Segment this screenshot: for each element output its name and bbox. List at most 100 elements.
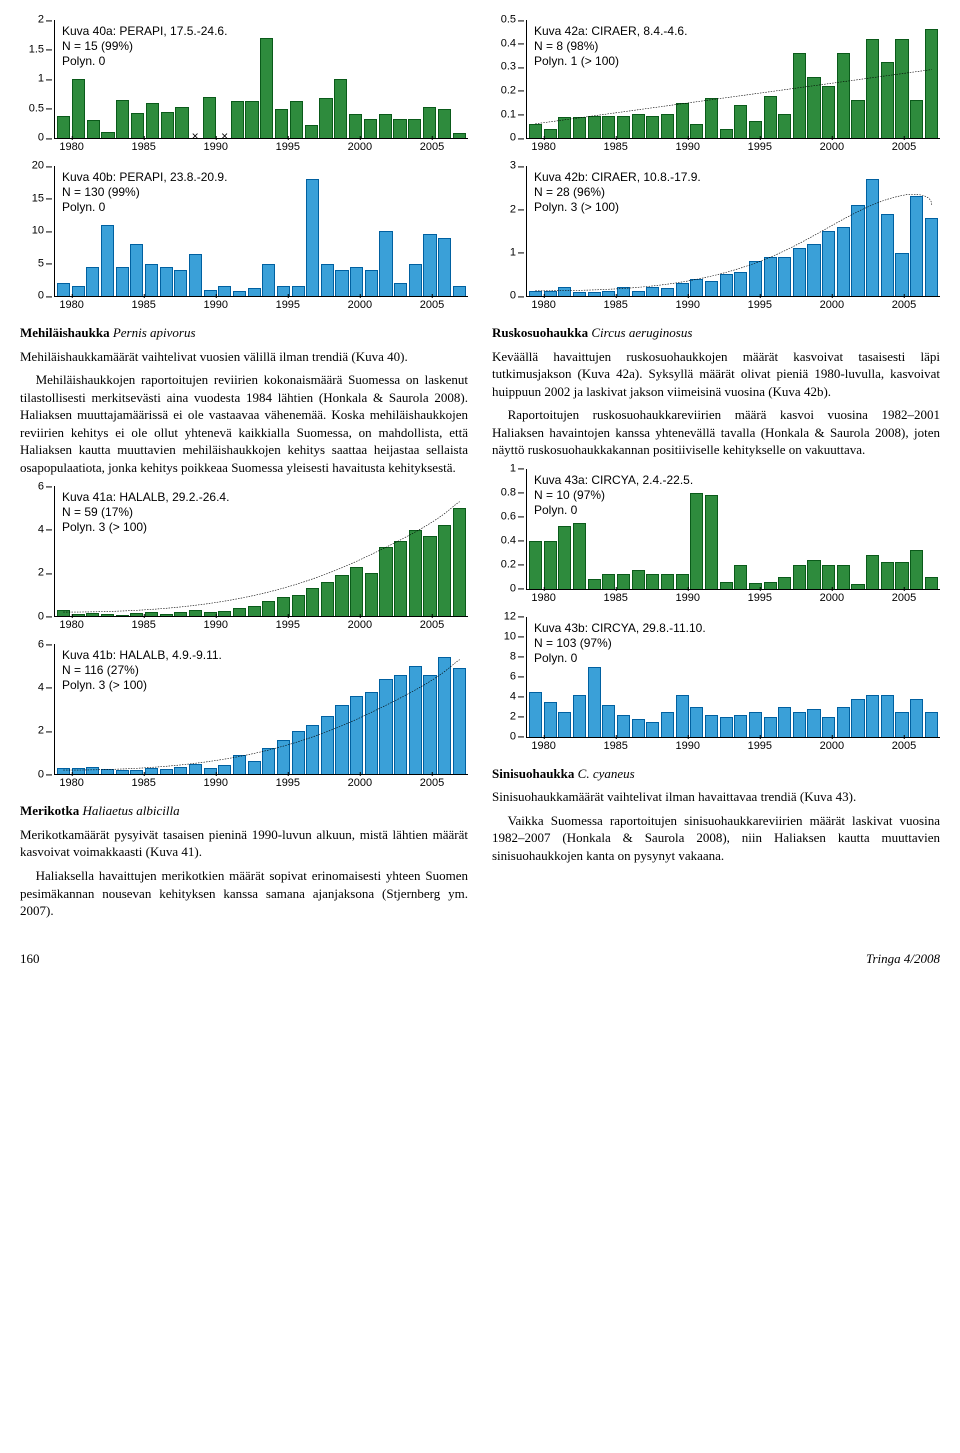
y-tick-label: 6 <box>510 669 516 684</box>
x-tick-label: 1980 <box>59 618 83 633</box>
x-tick-label: 1985 <box>603 591 627 606</box>
y-tick-label: 0 <box>510 289 516 304</box>
x-axis: 198019851990199520002005 <box>522 138 940 154</box>
x-tick-label: 1985 <box>603 298 627 313</box>
x-tick-label: 1985 <box>603 140 627 155</box>
bar <box>233 608 246 617</box>
bar <box>130 244 143 296</box>
x-tick-label: 1985 <box>131 776 155 791</box>
mehilaishaukka-name: Mehiläishaukka <box>20 325 110 340</box>
bar <box>423 234 436 296</box>
y-axis: 024681012 <box>492 617 526 737</box>
x-tick-label: 1980 <box>531 298 555 313</box>
bar <box>262 601 275 616</box>
bar <box>617 287 630 296</box>
bar <box>231 101 244 138</box>
x-tick-label: 2000 <box>348 140 372 155</box>
bar <box>558 526 571 588</box>
bar <box>646 116 659 138</box>
bar <box>321 264 334 297</box>
bar <box>793 53 806 138</box>
bar <box>910 196 923 296</box>
bar <box>764 582 777 589</box>
x-tick-label: 1995 <box>276 776 300 791</box>
bar <box>588 667 601 737</box>
bar <box>676 574 689 588</box>
right-column: Kuva 42a: CIRAER, 8.4.-4.6. N = 8 (98%) … <box>492 20 940 926</box>
bar <box>705 281 718 296</box>
y-tick-label: 6 <box>38 479 44 494</box>
bar <box>544 129 557 138</box>
bar <box>734 715 747 737</box>
bar <box>676 283 689 296</box>
rusko-p1: Keväällä havaittujen ruskosuohaukkojen m… <box>492 348 940 401</box>
bar <box>749 712 762 737</box>
bar <box>218 765 231 775</box>
bar <box>306 725 319 775</box>
x-tick-label: 2005 <box>420 140 444 155</box>
bar <box>558 287 571 296</box>
bar <box>690 279 703 296</box>
x-tick-label: 1995 <box>276 618 300 633</box>
bar <box>57 283 70 296</box>
bar <box>881 214 894 296</box>
x-tick-label: 2005 <box>892 591 916 606</box>
bar <box>203 97 216 138</box>
bar <box>807 244 820 296</box>
bar <box>690 124 703 138</box>
bar <box>646 287 659 296</box>
bar <box>661 712 674 737</box>
chart-41a: Kuva 41a: HALALB, 29.2.-26.4. N = 59 (17… <box>20 486 468 632</box>
bar <box>248 288 261 296</box>
bar <box>646 574 659 588</box>
bar <box>350 567 363 617</box>
x-tick-label: 1990 <box>676 739 700 754</box>
bar <box>248 761 261 774</box>
bar <box>350 267 363 296</box>
bar <box>705 98 718 138</box>
mehilaishaukka-latin: Pernis apivorus <box>113 325 196 340</box>
bar <box>394 541 407 617</box>
bar <box>676 695 689 737</box>
bar <box>558 117 571 138</box>
bar <box>778 114 791 138</box>
bar <box>837 707 850 737</box>
bar <box>734 272 747 296</box>
bar <box>438 109 451 139</box>
y-tick-label: 0 <box>510 581 516 596</box>
bar <box>409 530 422 617</box>
y-tick-label: 2 <box>510 202 516 217</box>
x-tick-label: 2000 <box>820 591 844 606</box>
bar <box>305 125 318 138</box>
sini-name: Sinisuohaukka <box>492 766 574 781</box>
bar <box>116 267 129 296</box>
bar <box>617 715 630 737</box>
x-tick-label: 1980 <box>59 776 83 791</box>
bar <box>720 274 733 296</box>
y-tick-label: 0 <box>38 289 44 304</box>
merikotka-p1: Merikotkamäärät pysyivät tasaisen pienin… <box>20 826 468 861</box>
bar <box>778 257 791 296</box>
bar <box>837 565 850 589</box>
bar <box>423 675 436 775</box>
page-footer: 160 Tringa 4/2008 <box>20 950 940 968</box>
x-tick-label: 2000 <box>348 618 372 633</box>
x-tick-label: 1995 <box>276 140 300 155</box>
y-tick-label: 0 <box>510 729 516 744</box>
bar <box>822 231 835 296</box>
bar <box>86 767 99 775</box>
y-tick-label: 4 <box>38 522 44 537</box>
left-column: Kuva 40a: PERAPI, 17.5.-24.6. N = 15 (99… <box>20 20 468 926</box>
y-tick-label: 0 <box>38 767 44 782</box>
y-tick-label: 0 <box>38 609 44 624</box>
y-tick-label: 0 <box>38 131 44 146</box>
bar <box>617 574 630 588</box>
x-tick-label: 1990 <box>204 618 228 633</box>
merikotka-heading: Merikotka Haliaetus albicilla <box>20 802 468 820</box>
bar <box>925 712 938 737</box>
bar <box>602 574 615 588</box>
y-tick-label: 0.4 <box>501 36 516 51</box>
bar <box>423 107 436 138</box>
bar <box>866 179 879 296</box>
bar <box>306 179 319 296</box>
